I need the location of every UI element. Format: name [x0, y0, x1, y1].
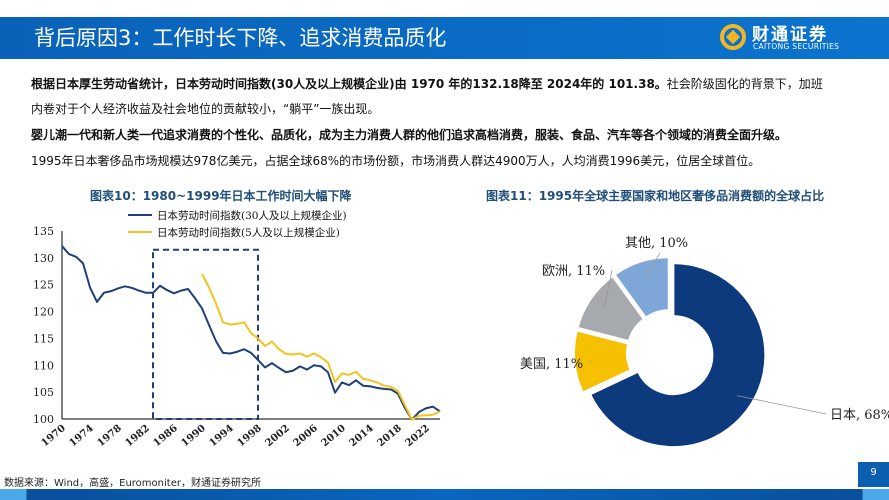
page-title: 背后原因3：工作时长下降、追求消费品质化 — [34, 26, 447, 50]
x-tick-label: 1978 — [96, 423, 124, 449]
leader-line-4 — [645, 252, 661, 278]
x-tick-label: 2002 — [264, 423, 292, 449]
y-tick-label: 120 — [33, 306, 54, 319]
y-tick-label: 105 — [33, 386, 54, 399]
x-tick-label: 2018 — [376, 423, 404, 449]
leader-line-2 — [589, 360, 592, 364]
x-tick-label: 1990 — [180, 423, 208, 449]
donut-slice-4 — [613, 256, 670, 320]
y-tick-label: 115 — [33, 332, 54, 345]
x-tick-label: 1974 — [68, 423, 96, 449]
x-tick-label: 2022 — [404, 423, 432, 449]
leader-line-1 — [737, 395, 827, 415]
donut-slice-3 — [576, 274, 646, 343]
logo-text-en: CAITONG SECURITIES — [753, 42, 840, 51]
series-line-1 — [61, 245, 441, 421]
y-tick-label: 130 — [33, 252, 54, 265]
logo: 财通证券 CAITONG SECURITIES — [720, 19, 880, 57]
y-tick-label: 125 — [33, 279, 54, 292]
x-tick-label: 1970 — [40, 423, 68, 449]
x-tick-label: 2010 — [320, 423, 348, 449]
x-tick-label: 1986 — [152, 423, 180, 449]
highlight-box — [152, 248, 259, 420]
x-tick-label: 1998 — [236, 423, 264, 449]
donut-chart: 日本, 68% 美国, 11% 欧洲, 11% 其他, 10% — [520, 236, 889, 449]
line-chart: 100 105 110 115 120 125 130 135 1970 1974 1978 1982… — [33, 209, 441, 449]
data-source: 数据来源：Wind，高盛，Euromoniter，财通证券研究所 — [4, 478, 261, 489]
x-tick-label: 1982 — [124, 423, 152, 449]
legend-label-1: 日本劳动时间指数(30人及以上规模企业) — [157, 209, 347, 222]
line-chart-title: 图表10：1980~1999年日本工作时间大幅下降 — [90, 189, 352, 203]
paragraph-1: 根据日本厚生劳动省统计，日本劳动时间指数(30人及以上规模企业)由 1970 年… — [31, 76, 823, 92]
legend-label-2: 日本劳动时间指数(5人及以上规模企业) — [157, 226, 340, 239]
x-tick-label: 2006 — [292, 423, 320, 449]
paragraph-1-rest: 社会阶级固化的背景下，加班 — [666, 77, 823, 91]
slice-label-2: 美国, 11% — [520, 357, 583, 372]
header-bar: 背后原因3：工作时长下降、追求消费品质化 财通证券 CAITONG SECURI… — [0, 17, 889, 59]
page-number: 9 — [858, 462, 889, 487]
x-tick-label: 1994 — [208, 423, 236, 449]
paragraph-1-bold: 根据日本厚生劳动省统计，日本劳动时间指数(30人及以上规模企业)由 1970 年… — [31, 77, 667, 91]
y-tick-label: 110 — [33, 359, 54, 372]
donut-chart-title: 图表11：1995年全球主要国家和地区奢侈品消费额的全球占比 — [486, 189, 825, 203]
leader-line-3 — [603, 269, 613, 309]
slice-label-3: 欧洲, 11% — [542, 264, 605, 279]
slice-label-4: 其他, 10% — [625, 236, 688, 251]
series-line-2 — [201, 273, 441, 421]
paragraph-3: 1995年日本奢侈品市场规模达978亿美元，占据全球68%的市场份额，市场消费人… — [31, 154, 761, 168]
y-tick-label: 100 — [33, 413, 54, 426]
x-tick-label: 2014 — [348, 423, 376, 449]
logo-icon — [720, 24, 746, 50]
slice-label-1: 日本, 68% — [830, 408, 889, 423]
logo-text-cn: 财通证券 — [752, 25, 828, 45]
donut-slice-2 — [573, 329, 633, 394]
paragraph-2: 婴儿潮一代和新人类一代追求消费的个性化、品质化，成为主力消费人群的他们追求高档消… — [31, 128, 788, 142]
y-tick-label: 135 — [33, 225, 54, 238]
footer-bar — [0, 489, 889, 500]
paragraph-1-line2: 内卷对于个人经济收益及社会地位的贡献较小，“躺平”一族出现。 — [31, 102, 380, 116]
donut-slice-1 — [588, 262, 767, 449]
